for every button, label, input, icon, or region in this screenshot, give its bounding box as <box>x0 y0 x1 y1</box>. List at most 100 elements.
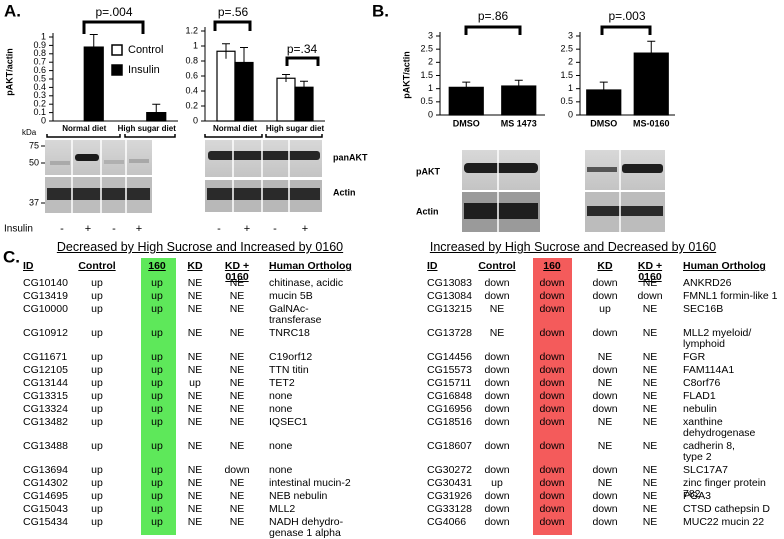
size-marker: 50 <box>29 157 39 167</box>
table-cell: up <box>91 503 103 515</box>
table-cell: down <box>539 290 565 302</box>
table-cell: NE <box>187 477 203 489</box>
gene-id: CG12105 <box>23 364 68 376</box>
table-cell: NEB nebulin <box>269 490 328 502</box>
table-cell: up <box>491 477 503 489</box>
table-cell: up <box>189 377 201 389</box>
table-cell: down <box>484 290 510 302</box>
gene-id: CG13324 <box>23 403 68 415</box>
table-cell: intestinal mucin-2 <box>269 477 351 489</box>
table-cell: NE <box>642 464 658 476</box>
column-header: KD + 0160 <box>224 260 250 283</box>
y-tick-label: 1 <box>193 40 198 50</box>
table-cell: up <box>151 303 163 315</box>
table-cell: up <box>91 303 103 315</box>
table-cell: NE <box>187 327 203 339</box>
table-cell: up <box>151 464 163 476</box>
table-cell: up <box>151 390 163 402</box>
table-cell: NE <box>187 277 203 289</box>
y-tick-label: 1.2 <box>185 25 198 35</box>
blot-band <box>50 161 70 165</box>
y-tick-label: 1.5 <box>560 70 573 80</box>
y-tick-label: 0.8 <box>33 48 46 58</box>
table-cell: NE <box>187 503 203 515</box>
table-cell: NE <box>187 516 203 528</box>
table-cell: up <box>91 290 103 302</box>
x-tick-label: MS-0160 <box>633 118 670 128</box>
blot-band <box>104 160 124 164</box>
x-tick-label: DMSO <box>590 118 617 128</box>
table-cell: NE <box>187 303 203 315</box>
gene-id: CG15043 <box>23 503 68 515</box>
table-cell: NE <box>187 364 203 376</box>
column-header: Control <box>78 260 116 272</box>
table-cell: none <box>269 403 293 415</box>
gene-id: CG10140 <box>23 277 68 289</box>
table-cell: NE <box>187 390 203 402</box>
y-tick-label: 0.7 <box>33 57 46 67</box>
gene-id: CG16848 <box>427 390 472 402</box>
lane-label: + <box>244 223 250 235</box>
y-tick-label: 0.5 <box>33 73 46 83</box>
table-cell: up <box>599 303 611 315</box>
significance-bracket <box>213 20 252 31</box>
table-cell: NE <box>229 351 245 363</box>
lane-label: - <box>112 223 116 235</box>
column-highlight <box>141 258 176 535</box>
lane-label: + <box>85 223 91 235</box>
x-tick-label: High sugar diet <box>118 124 177 133</box>
treatment-label: Insulin <box>4 224 33 235</box>
table-cell: down <box>539 277 565 289</box>
gene-id: CG30272 <box>427 464 472 476</box>
y-axis-label: pAKT/actin <box>401 51 411 99</box>
size-marker: 75 <box>29 140 39 150</box>
column-header: 160 <box>543 260 561 272</box>
gene-id: CG15711 <box>427 377 472 389</box>
x-tick-label: Normal diet <box>62 124 106 133</box>
legend-label: Control <box>128 44 163 56</box>
column-header: Human Ortholog <box>269 260 352 272</box>
gene-id: CG13694 <box>23 464 68 476</box>
gene-id: CG13083 <box>427 277 472 289</box>
y-tick-label: 1 <box>41 31 46 41</box>
table-cell: down <box>484 464 510 476</box>
y-tick-label: 0.6 <box>33 65 46 75</box>
p-value: p=.004 <box>95 5 132 19</box>
table-cell: NE <box>642 403 658 415</box>
table-cell: down <box>539 364 565 376</box>
table-cell: down <box>484 440 510 452</box>
table-cell: NE <box>229 390 245 402</box>
table-cell: NE <box>229 516 245 528</box>
panel-label: C. <box>3 247 20 266</box>
error-bar <box>514 79 523 92</box>
table-cell: down <box>539 503 565 515</box>
legend-swatch <box>111 64 123 76</box>
table-cell: down <box>592 503 618 515</box>
significance-bracket <box>82 20 145 34</box>
table-cell: up <box>151 490 163 502</box>
table-cell: up <box>151 477 163 489</box>
table-cell: down <box>539 516 565 528</box>
p-value: p=.86 <box>478 9 509 23</box>
table-cell: down <box>484 516 510 528</box>
table-cell: down <box>539 327 565 339</box>
table-cell: down <box>539 351 565 363</box>
column-header: KD <box>187 260 203 272</box>
table-cell: up <box>91 477 103 489</box>
x-tick-label: DMSO <box>453 118 480 128</box>
y-tick-label: 0.5 <box>560 96 573 106</box>
table-cell: FGR <box>683 351 706 363</box>
gene-id: CG14302 <box>23 477 68 489</box>
gene-id: CG15434 <box>23 516 68 528</box>
error-bar <box>300 80 308 94</box>
table-cell: FAM114A1 <box>683 364 735 376</box>
table-cell: down <box>539 440 565 452</box>
table-cell: NE <box>642 377 658 389</box>
blot-band <box>75 154 99 161</box>
significance-bracket <box>600 25 652 35</box>
gene-id: CG13488 <box>23 440 68 452</box>
y-tick-label: 0.1 <box>33 107 46 117</box>
y-tick-label: 0.3 <box>33 90 46 100</box>
table-cell: down <box>592 277 618 289</box>
